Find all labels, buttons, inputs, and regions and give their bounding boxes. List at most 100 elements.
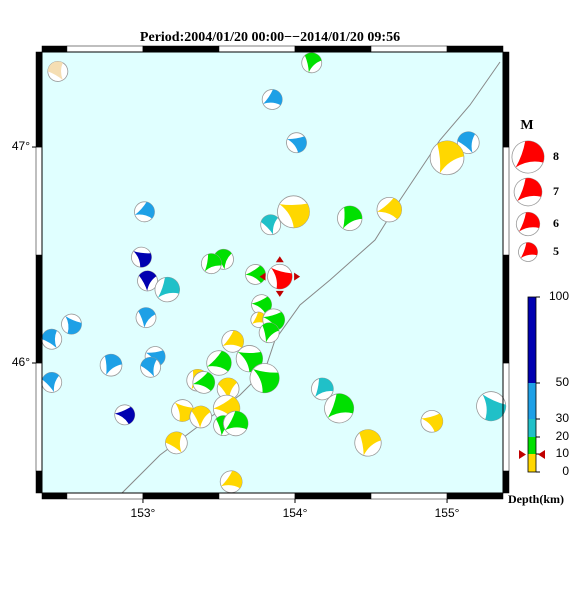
- beach-ball: [219, 470, 243, 494]
- event-marker: [275, 290, 284, 297]
- beach-ball: [476, 391, 507, 422]
- beach-ball: [134, 201, 155, 223]
- frame-band: [41, 45, 68, 53]
- frame-band: [294, 492, 372, 500]
- ball-quadrant: [104, 354, 122, 375]
- depth-tick-label: 50: [556, 375, 570, 389]
- ball-quadrant: [315, 378, 334, 398]
- ball-quadrant: [263, 311, 285, 331]
- beach-ball: [137, 270, 158, 292]
- ball-quadrant: [263, 89, 283, 106]
- depth-tick-label: 0: [562, 464, 569, 478]
- ball-quadrant: [279, 203, 310, 228]
- event-marker: [294, 272, 301, 281]
- depth-tick-label: 30: [556, 411, 570, 425]
- legend-label: 7: [553, 184, 559, 198]
- beach-ball: [114, 404, 136, 426]
- ball-quadrant: [218, 377, 238, 400]
- depth-band: [528, 454, 536, 472]
- ball-quadrant: [225, 411, 249, 430]
- x-tick-label: 153°: [131, 506, 156, 520]
- legend-label: 5: [553, 244, 559, 258]
- frame-band: [502, 254, 510, 364]
- events: [41, 52, 507, 494]
- beach-ball: [249, 363, 280, 394]
- ball-quadrant: [261, 214, 278, 235]
- depth-tick-label: 20: [556, 429, 570, 443]
- ball-quadrant: [271, 267, 293, 289]
- depth-band: [528, 297, 536, 383]
- beach-ball: [376, 196, 402, 223]
- depth-band: [528, 419, 536, 437]
- frame-band: [218, 45, 296, 53]
- depth-band: [528, 383, 536, 419]
- frame-band: [41, 492, 68, 500]
- frame-band: [502, 362, 510, 472]
- depth-tick-label: 100: [549, 289, 569, 303]
- ball-quadrant: [134, 202, 155, 219]
- ball-quadrant: [245, 265, 266, 283]
- ball-quadrant: [65, 316, 82, 335]
- frame-band: [35, 146, 43, 256]
- ball-quadrant: [214, 249, 232, 270]
- depth-marker: [519, 450, 526, 459]
- ball-quadrant: [457, 131, 476, 153]
- frame-band: [142, 492, 220, 500]
- x-tick-label: 155°: [435, 506, 460, 520]
- ball-quadrant: [377, 198, 402, 220]
- beach-ball: [258, 322, 280, 344]
- ball-quadrant: [253, 369, 280, 393]
- ball-quadrant: [222, 330, 244, 348]
- legend-title: M: [520, 118, 533, 133]
- ball-quadrant: [517, 178, 542, 201]
- ball-quadrant: [47, 61, 63, 81]
- depth-bar-border: [527, 296, 537, 473]
- y-tick-label: 46°: [12, 355, 30, 369]
- beach-ball: [277, 195, 310, 229]
- frame-band: [142, 45, 220, 53]
- frame-band: [370, 45, 448, 53]
- frame-band: [502, 146, 510, 256]
- beach-ball: [165, 431, 188, 455]
- beach-ball: [41, 328, 63, 350]
- beach-ball: [324, 393, 355, 424]
- event-marker: [275, 256, 284, 263]
- beach-ball: [301, 52, 323, 74]
- ball-quadrant: [482, 394, 506, 421]
- beach-ball: [354, 429, 382, 457]
- legend-label: 6: [553, 216, 559, 230]
- beach-ball: [267, 263, 293, 290]
- beach-ball: [154, 276, 180, 303]
- depth-tick-label: 10: [556, 446, 570, 460]
- ball-quadrant: [421, 413, 443, 432]
- ball-quadrant: [343, 205, 363, 229]
- ball-quadrant: [192, 372, 215, 391]
- ball-quadrant: [140, 357, 157, 377]
- ball-quadrant: [138, 307, 156, 328]
- magnitude-legend: 8 7 6 5: [511, 140, 559, 262]
- ball-quadrant: [191, 406, 211, 428]
- beach-ball: [311, 377, 334, 401]
- frame-band: [502, 51, 510, 148]
- ball-quadrant: [327, 393, 354, 418]
- beach-ball: [171, 399, 194, 422]
- ball-quadrant: [207, 351, 232, 372]
- frame-band: [66, 492, 144, 500]
- title: Period:2004/01/20 00:00−−2014/01/20 09:5…: [140, 30, 400, 45]
- ball-quadrant: [133, 251, 152, 268]
- frame-band: [218, 492, 296, 500]
- legend-label: 8: [553, 149, 559, 163]
- beach-ball: [261, 89, 283, 110]
- plot-border: [41, 51, 504, 494]
- map-frame: 153° 154° 155° 46° 47°: [12, 45, 510, 520]
- frame-band: [35, 254, 43, 364]
- y-tick-label: 47°: [12, 139, 30, 153]
- ball-quadrant: [174, 402, 194, 422]
- beach-ball: [206, 350, 232, 376]
- frame-band: [294, 45, 372, 53]
- ball-quadrant: [520, 242, 538, 259]
- ball-quadrant: [204, 253, 222, 272]
- frame-band: [446, 45, 504, 53]
